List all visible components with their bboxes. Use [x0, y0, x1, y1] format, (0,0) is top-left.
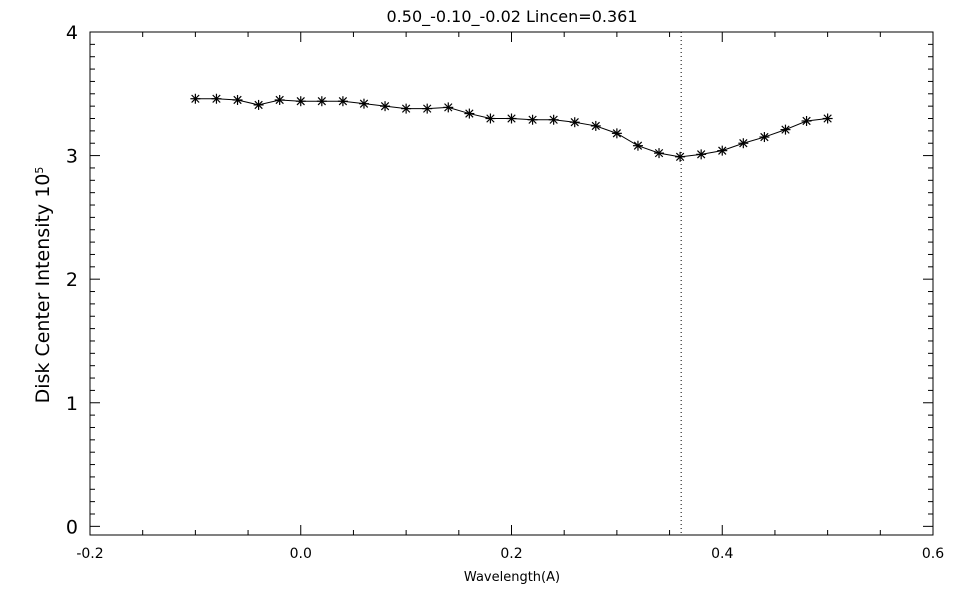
- data-point-stroke: [486, 114, 495, 123]
- y-axis-label-group: Disk Center Intensity 105: [32, 167, 54, 404]
- data-point: [464, 108, 475, 119]
- data-point-stroke: [465, 109, 474, 118]
- data-point: [527, 114, 538, 125]
- data-point: [780, 124, 791, 135]
- data-point-stroke: [296, 97, 305, 106]
- data-point: [548, 114, 559, 125]
- data-point: [696, 149, 707, 160]
- data-point: [822, 113, 833, 124]
- data-point-stroke: [191, 94, 200, 103]
- series-group: [190, 93, 833, 162]
- y-axis-label-exponent: 5: [33, 167, 46, 174]
- y-tick-label: 0: [66, 516, 78, 538]
- data-point-stroke: [338, 97, 348, 106]
- data-point: [190, 93, 201, 104]
- data-point: [274, 94, 285, 105]
- data-point: [337, 96, 348, 107]
- x-tick-label: 0.2: [500, 546, 522, 562]
- x-tick-labels: -0.2 0.0 0.2 0.4 0.6: [76, 546, 944, 562]
- x-tick-label: -0.2: [76, 546, 103, 562]
- data-point-stroke: [781, 125, 790, 134]
- data-point: [422, 103, 433, 114]
- x-tick-label: 0.4: [711, 546, 733, 562]
- x-tick-label: 0.6: [922, 546, 944, 562]
- data-point-stroke: [760, 132, 769, 142]
- data-point-stroke: [570, 118, 579, 127]
- data-point: [253, 99, 264, 110]
- data-point-stroke: [423, 104, 432, 113]
- x-ticks: [89, 32, 934, 535]
- data-point-stroke: [591, 121, 600, 131]
- y-tick-label: 4: [66, 22, 78, 44]
- data-point: [211, 93, 222, 104]
- data-point-stroke: [633, 141, 643, 150]
- y-tick-label: 3: [66, 146, 78, 168]
- data-point-stroke: [549, 115, 558, 124]
- data-point: [675, 151, 686, 162]
- y-axis-label-main: Disk Center Intensity 10: [32, 174, 54, 404]
- data-point-stroke: [654, 148, 664, 158]
- x-axis-label: Wavelength(A): [464, 570, 560, 585]
- data-point-stroke: [823, 114, 832, 123]
- data-point: [443, 102, 454, 113]
- data-point-stroke: [254, 100, 263, 110]
- data-point: [485, 113, 496, 124]
- data-point-stroke: [675, 152, 685, 161]
- data-point: [358, 98, 369, 109]
- data-point-stroke: [401, 104, 411, 113]
- data-point-stroke: [697, 150, 706, 159]
- data-point-stroke: [718, 146, 727, 155]
- data-point: [380, 101, 391, 112]
- y-axis-label: Disk Center Intensity 105: [32, 167, 54, 404]
- data-point: [717, 145, 728, 156]
- data-point: [232, 94, 243, 105]
- data-point: [611, 128, 622, 139]
- data-point: [654, 148, 665, 159]
- data-point-stroke: [802, 116, 811, 126]
- plot-frame: [89, 31, 934, 536]
- chart-title: 0.50_-0.10_-0.02 Lincen=0.361: [387, 7, 638, 27]
- data-point-stroke: [317, 97, 326, 106]
- data-point: [506, 113, 517, 124]
- data-point-stroke: [359, 99, 369, 108]
- y-tick-labels: 0 1 2 3 4: [66, 22, 78, 538]
- data-point-stroke: [444, 103, 453, 112]
- data-point: [759, 132, 770, 143]
- data-point-stroke: [612, 129, 622, 138]
- data-point: [632, 140, 643, 151]
- data-point-stroke: [528, 115, 537, 124]
- data-point-stroke: [233, 95, 242, 105]
- data-point: [401, 103, 412, 114]
- data-point-stroke: [212, 94, 221, 103]
- y-tick-label: 1: [66, 393, 78, 415]
- data-point-stroke: [739, 139, 748, 148]
- data-point: [590, 120, 601, 131]
- data-point: [295, 96, 306, 107]
- y-ticks: [90, 31, 933, 527]
- series-line: [195, 98, 828, 158]
- data-point-stroke: [507, 114, 516, 123]
- x-tick-label: 0.0: [290, 546, 312, 562]
- data-point-stroke: [275, 95, 284, 105]
- data-point: [801, 115, 812, 126]
- y-tick-label: 2: [66, 269, 78, 291]
- data-point: [569, 117, 580, 128]
- data-point: [738, 138, 749, 149]
- data-point-stroke: [380, 101, 390, 111]
- data-point: [316, 96, 327, 107]
